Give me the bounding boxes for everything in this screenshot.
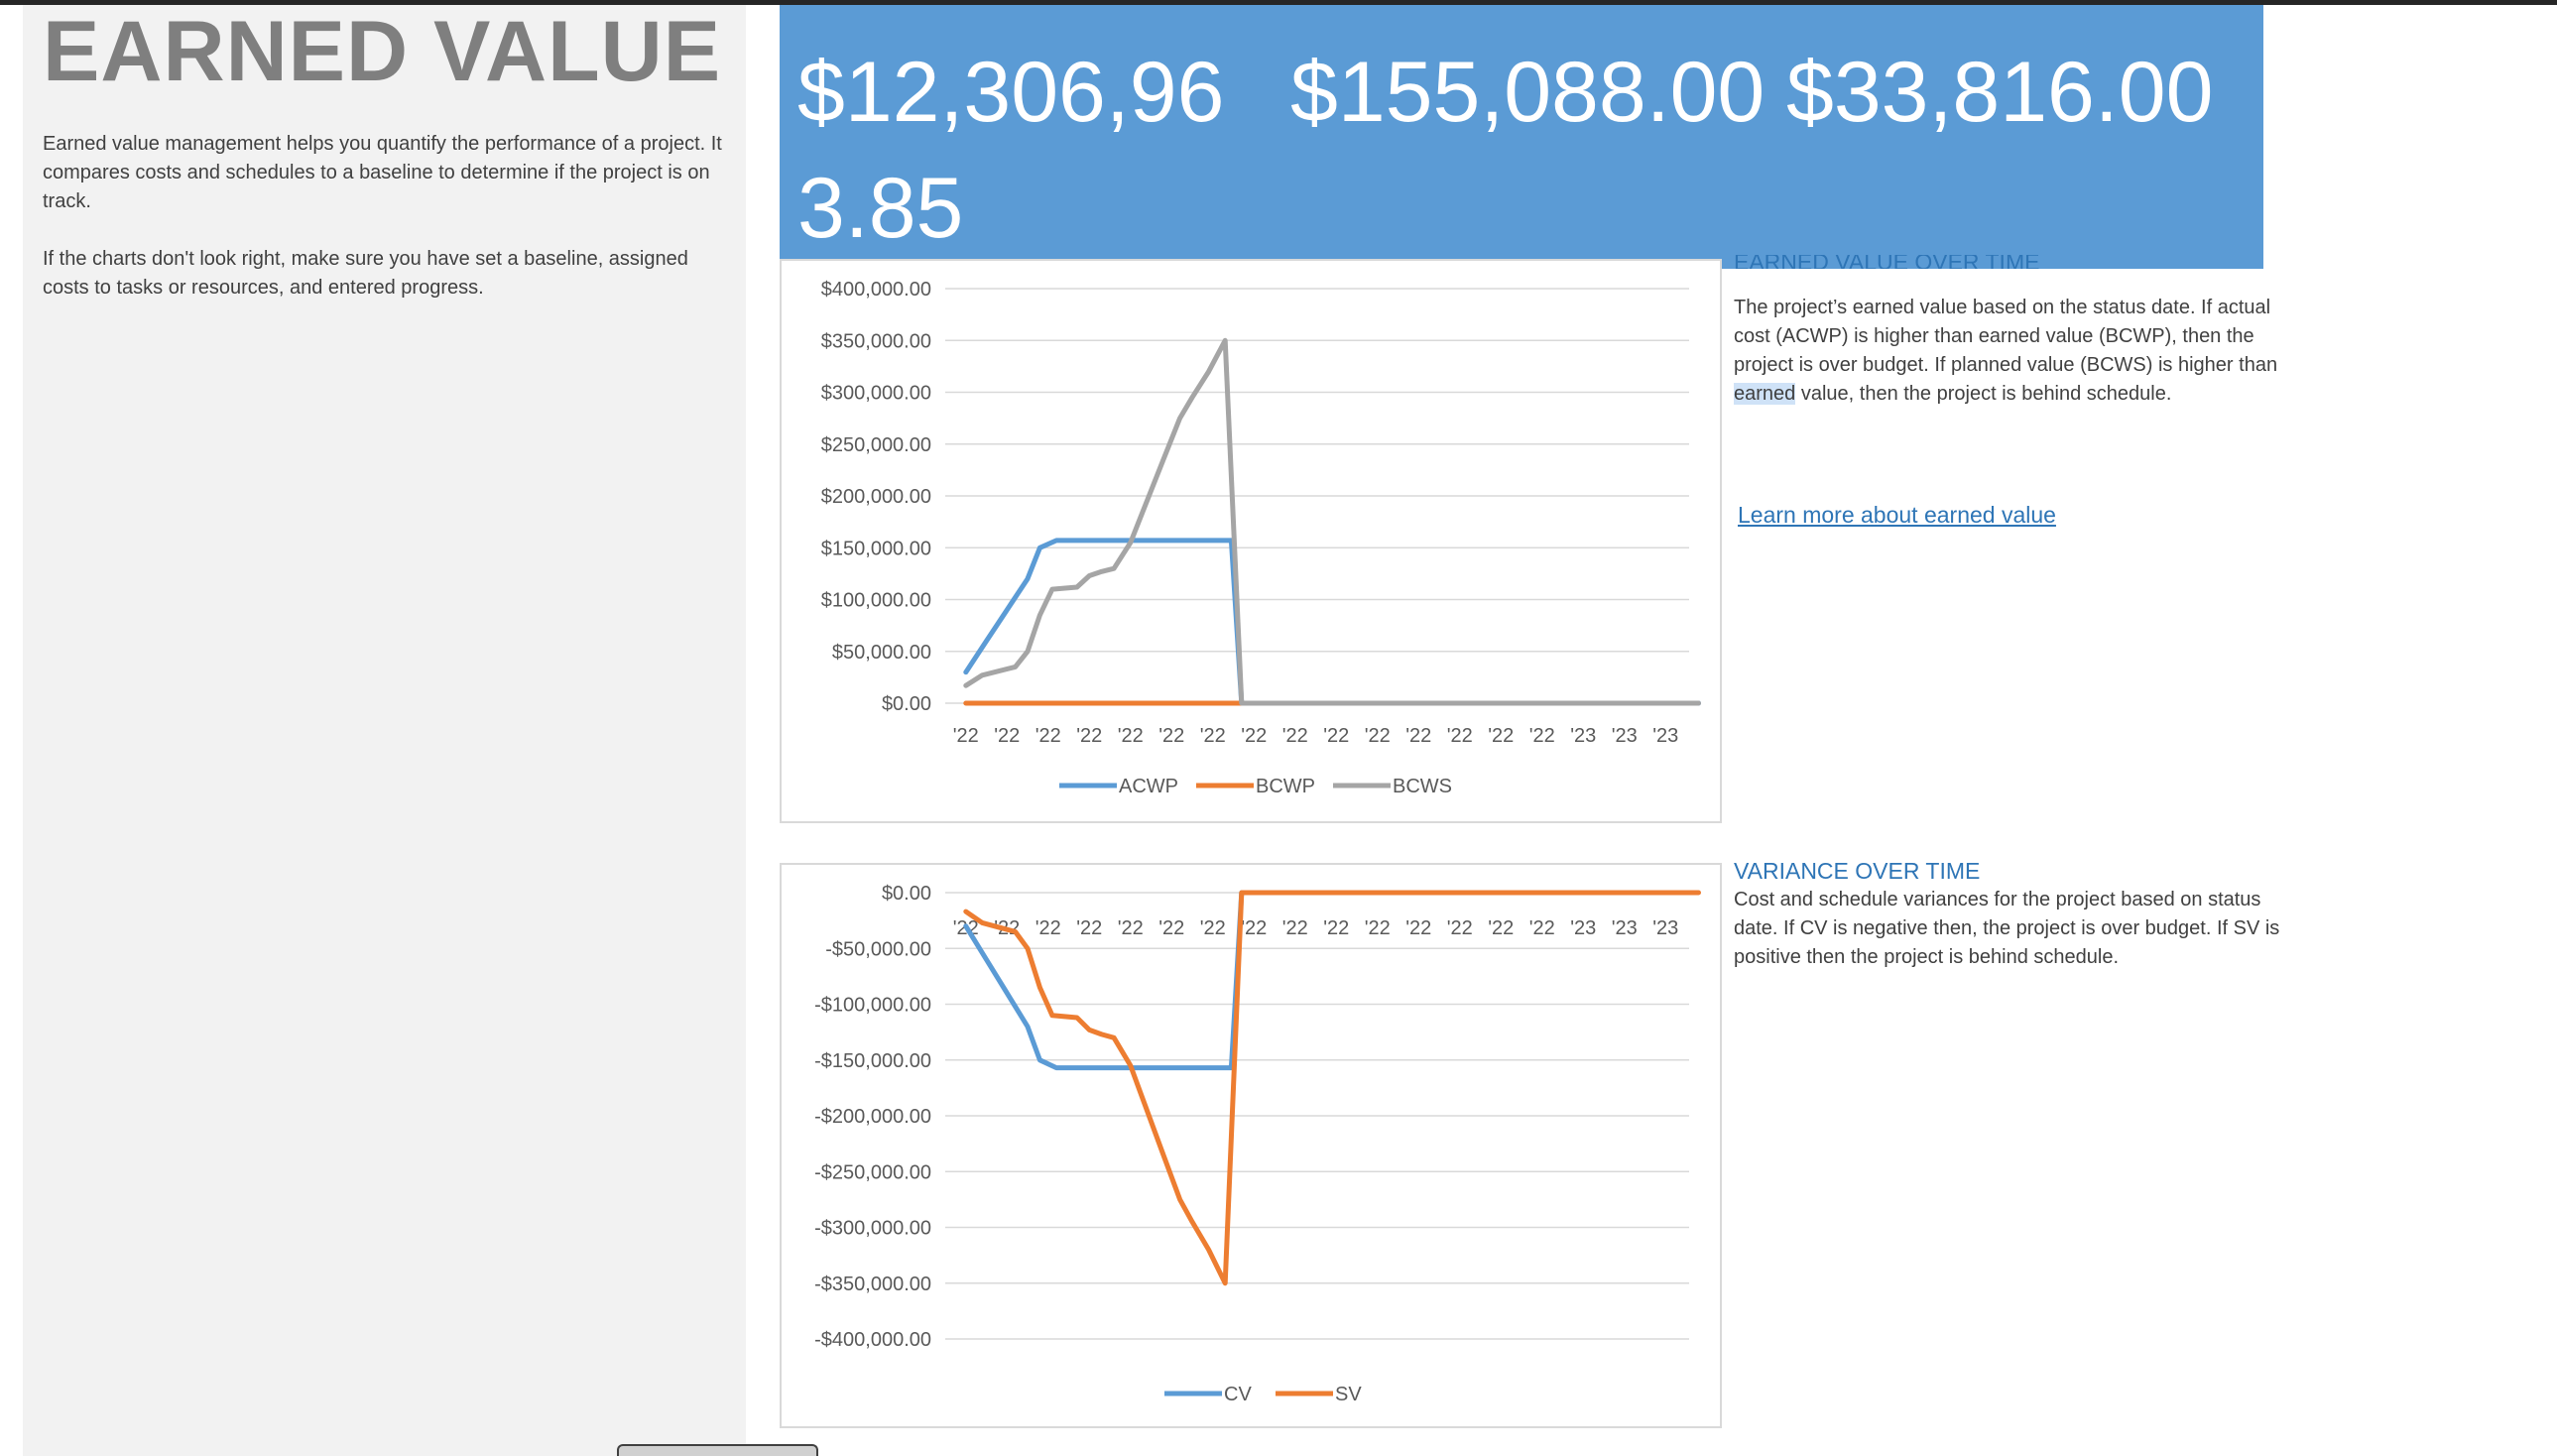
y-tick-label: $50,000.00 [832, 642, 931, 664]
y-tick-label: -$250,000.00 [814, 1161, 931, 1183]
highlighted-word: earned [1734, 383, 1796, 405]
x-tick-label: '22 [1241, 725, 1267, 747]
x-tick-label: '23 [1570, 917, 1596, 939]
y-tick-label: $350,000.00 [821, 330, 931, 352]
kpi-value-2: $155,088.00 [1290, 45, 1766, 140]
series-line-acwp[interactable] [963, 538, 1701, 706]
earned-value-chart-svg: $0.00 $50,000.00 $100,000.00 $150,000.00 $20… [821, 279, 1701, 797]
x-tick-label: '22 [1488, 917, 1514, 939]
x-tick-label: '22 [1118, 725, 1144, 747]
sheet-tab[interactable] [617, 1444, 818, 1456]
top-border [0, 0, 2557, 5]
intro-paragraph-2: If the charts don't look right, make sur… [43, 248, 688, 299]
x-tick-label: '23 [1652, 917, 1678, 939]
x-tick-label: '23 [1652, 725, 1678, 747]
x-tick-label: '22 [1365, 917, 1391, 939]
y-tick-label: -$400,000.00 [814, 1329, 931, 1351]
earned-value-body-text-1: The project’s earned value based on the … [1734, 297, 2278, 376]
x-tick-label: '22 [1447, 917, 1473, 939]
x-tick-label: '22 [1529, 917, 1555, 939]
x-tick-label: '22 [1405, 725, 1431, 747]
variance-chart[interactable]: $0.00 -$50,000.00 -$100,000.00 -$150,000.00… [780, 863, 1722, 1428]
x-tick-label: '22 [1158, 725, 1184, 747]
x-tick-label: '22 [1118, 917, 1144, 939]
series-line-cv[interactable] [963, 890, 1245, 1071]
intro-paragraph-1: Earned value management helps you quanti… [43, 133, 722, 212]
y-tick-label: -$100,000.00 [814, 995, 931, 1017]
legend-label-sv[interactable]: SV [1335, 1384, 1362, 1405]
legend-label-acwp[interactable]: ACWP [1119, 776, 1178, 797]
y-tick-label: -$50,000.00 [825, 938, 931, 960]
kpi-value-1: $12,306,963.85 [797, 45, 1225, 256]
x-tick-label: '22 [1488, 725, 1514, 747]
kpi-value-3: $33,816.00 [1786, 45, 2214, 140]
x-tick-label: '22 [953, 725, 979, 747]
left-panel: EARNED VALUE Earned value management hel… [23, 5, 746, 1456]
intro-text: Earned value management helps you quanti… [43, 130, 737, 331]
x-tick-label: '23 [1612, 725, 1638, 747]
learn-more-link[interactable]: Learn more about earned value [1738, 502, 2056, 528]
earned-value-body-text-2: value, then the project is behind schedu… [1795, 383, 2172, 405]
y-tick-label: -$300,000.00 [814, 1218, 931, 1240]
x-tick-label: '22 [1282, 917, 1308, 939]
x-tick-label: '22 [1200, 917, 1226, 939]
variance-title: VARIANCE OVER TIME [1734, 858, 1981, 884]
x-tick-label: '22 [1447, 725, 1473, 747]
kpi-band: $12,306,963.85 $155,088.00 $33,816.00 [780, 5, 2263, 269]
x-tick-label: '22 [1035, 725, 1061, 747]
y-tick-label: $300,000.00 [821, 383, 931, 405]
x-tick-label: '22 [1158, 917, 1184, 939]
earned-value-title: EARNED VALUE OVER TIME [1734, 255, 2040, 269]
variance-description: VARIANCE OVER TIME Cost and schedule var… [1734, 857, 2289, 972]
y-tick-label: -$350,000.00 [814, 1274, 931, 1295]
earned-value-description: EARNED VALUE OVER TIME The project’s ear… [1734, 255, 2289, 409]
x-tick-label: '22 [1529, 725, 1555, 747]
x-tick-label: '23 [1570, 725, 1596, 747]
x-tick-label: '22 [994, 725, 1020, 747]
x-tick-label: '23 [1612, 917, 1638, 939]
earned-value-body: The project’s earned value based on the … [1734, 294, 2289, 409]
x-tick-label: '22 [1076, 725, 1102, 747]
legend-label-bcwp[interactable]: BCWP [1256, 776, 1315, 797]
y-tick-label: -$150,000.00 [814, 1050, 931, 1072]
y-tick-label: $250,000.00 [821, 434, 931, 456]
x-tick-label: '22 [1405, 917, 1431, 939]
variance-chart-svg: $0.00 -$50,000.00 -$100,000.00 -$150,000.00… [814, 883, 1701, 1405]
x-tick-label: '22 [1282, 725, 1308, 747]
y-tick-label: $0.00 [882, 883, 931, 905]
series-line-sv[interactable] [963, 890, 1701, 1286]
y-tick-label: -$200,000.00 [814, 1106, 931, 1128]
y-tick-label: $100,000.00 [821, 590, 931, 612]
x-tick-label: '22 [1076, 917, 1102, 939]
earned-value-chart[interactable]: $0.00 $50,000.00 $100,000.00 $150,000.00 $20… [780, 259, 1722, 823]
y-tick-label: $200,000.00 [821, 486, 931, 508]
series-line-bcws[interactable] [963, 337, 1701, 706]
legend-label-cv[interactable]: CV [1224, 1384, 1252, 1405]
x-tick-label: '22 [1241, 917, 1267, 939]
y-tick-label: $150,000.00 [821, 538, 931, 559]
x-tick-label: '22 [1323, 725, 1349, 747]
x-tick-label: '22 [1323, 917, 1349, 939]
y-tick-label: $0.00 [882, 693, 931, 715]
x-tick-label: '22 [1365, 725, 1391, 747]
legend-label-bcws[interactable]: BCWS [1393, 776, 1452, 797]
page-title: EARNED VALUE [43, 4, 722, 99]
x-tick-label: '22 [1035, 917, 1061, 939]
variance-body: Cost and schedule variances for the proj… [1734, 889, 2280, 968]
y-tick-label: $400,000.00 [821, 279, 931, 301]
x-tick-label: '22 [1200, 725, 1226, 747]
